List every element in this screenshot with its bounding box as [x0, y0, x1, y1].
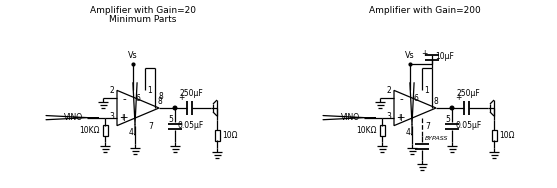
- Bar: [379, 125, 384, 136]
- Text: VINO: VINO: [64, 113, 83, 122]
- Text: +: +: [396, 113, 402, 122]
- Text: +: +: [455, 93, 461, 102]
- Text: +: +: [397, 113, 405, 123]
- Text: 10Ω: 10Ω: [499, 130, 515, 139]
- Text: 4: 4: [405, 128, 411, 137]
- Text: 1: 1: [147, 86, 152, 95]
- Text: Vs: Vs: [405, 51, 415, 60]
- Text: +: +: [119, 113, 125, 122]
- Text: 8: 8: [434, 98, 439, 106]
- Text: 3: 3: [109, 112, 114, 121]
- Text: 10Ω: 10Ω: [222, 130, 237, 139]
- Text: 8: 8: [159, 92, 163, 101]
- Text: 2: 2: [386, 86, 391, 95]
- Text: Amplifier with Gain=20: Amplifier with Gain=20: [90, 6, 196, 15]
- Text: BYPASS: BYPASS: [425, 136, 448, 140]
- Text: +: +: [178, 93, 184, 102]
- Text: 7: 7: [149, 122, 153, 131]
- Text: -: -: [399, 94, 403, 104]
- Text: 3: 3: [386, 112, 391, 121]
- Text: 8: 8: [157, 98, 162, 106]
- Text: 7: 7: [426, 122, 431, 131]
- Text: 1: 1: [424, 86, 429, 95]
- Text: 6: 6: [136, 94, 141, 103]
- Circle shape: [173, 106, 177, 110]
- Text: 250μF: 250μF: [179, 89, 203, 98]
- Text: 0.05μF: 0.05μF: [178, 121, 204, 130]
- Bar: [102, 125, 108, 136]
- Text: 10KΩ: 10KΩ: [356, 126, 377, 135]
- Text: 5: 5: [446, 115, 451, 124]
- Text: +: +: [422, 49, 428, 58]
- Text: VINO: VINO: [341, 113, 360, 122]
- Circle shape: [450, 106, 454, 110]
- Text: -: -: [122, 94, 126, 104]
- Text: 6: 6: [413, 94, 418, 103]
- Text: 5: 5: [169, 115, 173, 124]
- Text: 4: 4: [129, 128, 134, 137]
- Text: Amplifier with Gain=200: Amplifier with Gain=200: [369, 6, 481, 15]
- Text: Vs: Vs: [128, 51, 138, 60]
- Text: 0.05μF: 0.05μF: [455, 121, 481, 130]
- Text: Minimum Parts: Minimum Parts: [109, 15, 177, 24]
- Bar: [491, 130, 496, 140]
- Text: +: +: [120, 113, 128, 123]
- Text: 250μF: 250μF: [456, 89, 480, 98]
- Bar: [214, 130, 219, 140]
- Text: 10KΩ: 10KΩ: [80, 126, 100, 135]
- Text: 2: 2: [109, 86, 114, 95]
- Text: 10μF: 10μF: [435, 52, 454, 61]
